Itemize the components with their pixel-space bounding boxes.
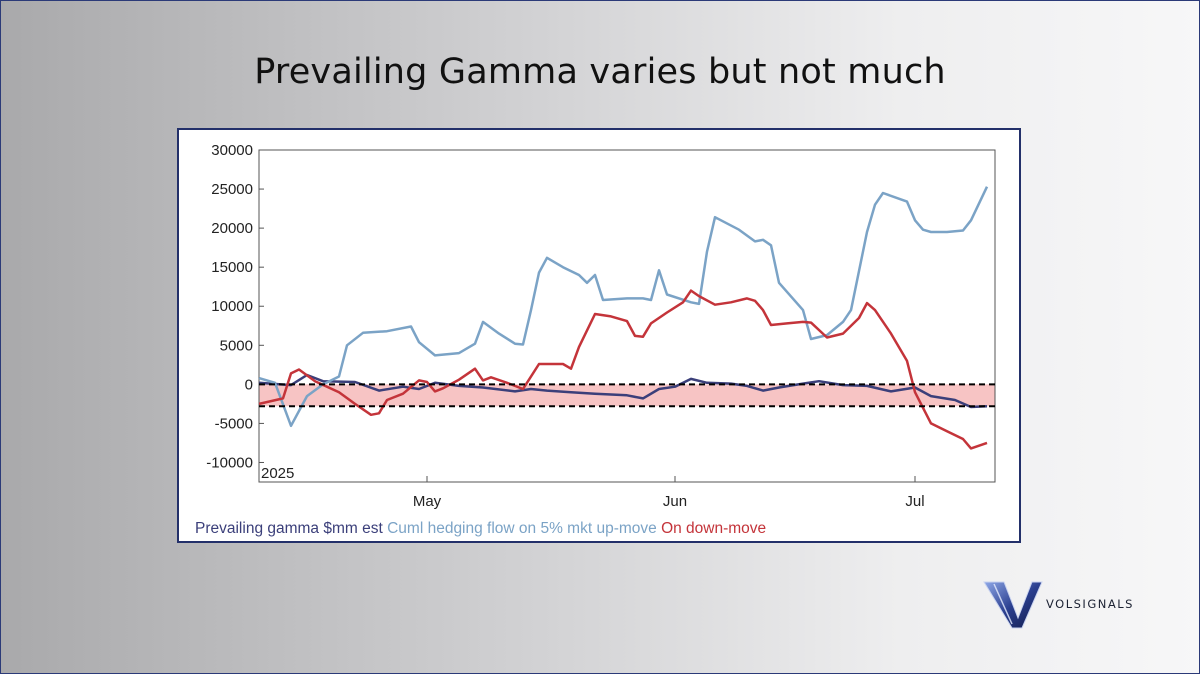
chart-panel: 30000 25000 20000 15000 10000 5000 0 -5000 -1000… — [177, 128, 1021, 543]
series-line-2 — [258, 186, 989, 428]
legend-entry-1: Prevailing gamma $mm est — [195, 520, 383, 537]
legend-entry-3: On down-move — [657, 520, 766, 537]
series-line-1 — [258, 373, 988, 409]
legend-entry-2: Cuml hedging flow on 5% mkt up-move — [383, 520, 657, 537]
y-tick-label: 25000 — [211, 181, 253, 198]
y-tick-label: 15000 — [211, 259, 253, 276]
legend: Prevailing gamma $mm est Cuml hedging fl… — [195, 520, 766, 537]
brand-name: VOLSIGNALS — [1046, 597, 1134, 611]
x-tick-label: Jun — [663, 493, 687, 510]
volsignals-logo-icon — [983, 581, 1043, 629]
x-tick-label: May — [413, 493, 442, 510]
year-label: 2025 — [261, 465, 294, 482]
plot-area — [258, 149, 996, 483]
y-tick-label: 30000 — [211, 142, 253, 159]
x-tick-label: Jul — [905, 493, 924, 510]
line-chart: 30000 25000 20000 15000 10000 5000 0 -5000 -1000… — [195, 142, 996, 537]
series-line-3 — [258, 289, 988, 450]
y-tick-label: 10000 — [211, 298, 253, 315]
y-tick-label: -10000 — [206, 454, 253, 471]
y-tick-label: 20000 — [211, 220, 253, 237]
y-tick-label: 5000 — [220, 337, 253, 354]
y-tick-label: -5000 — [215, 415, 253, 432]
y-tick-label: 0 — [245, 376, 253, 393]
slide-title: Prevailing Gamma varies but not much — [254, 52, 946, 92]
